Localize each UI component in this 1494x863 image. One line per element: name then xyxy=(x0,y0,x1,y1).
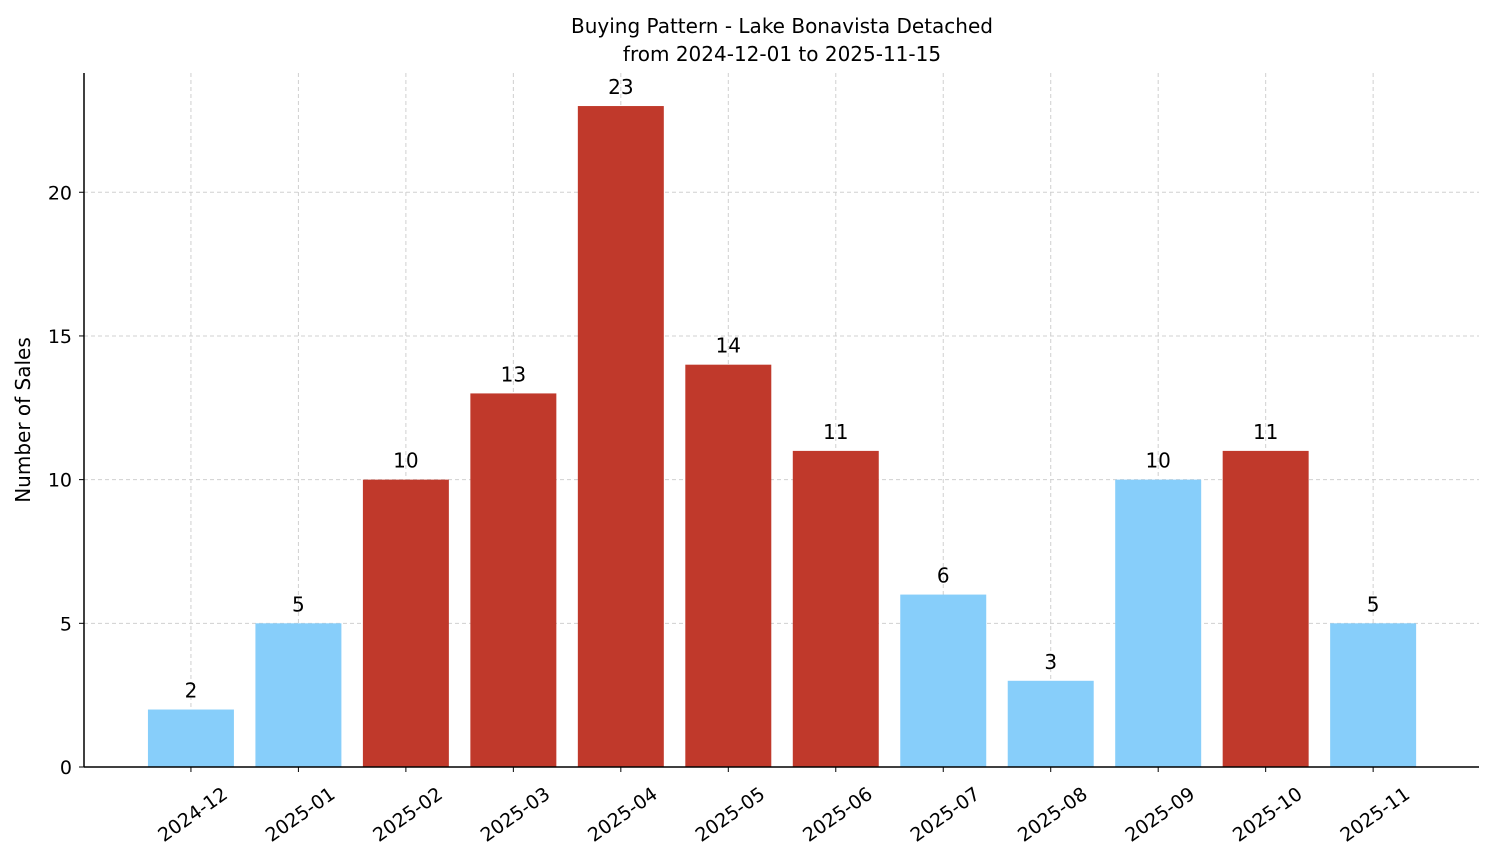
bar xyxy=(362,479,449,767)
x-tick-label: 2025-05 xyxy=(692,783,770,847)
bar xyxy=(255,623,342,767)
y-tick-label: 20 xyxy=(48,182,72,204)
x-tick-label: 2025-11 xyxy=(1336,783,1414,847)
bar xyxy=(900,594,987,767)
bar xyxy=(1222,450,1309,767)
value-label: 10 xyxy=(1145,449,1170,473)
x-tick-label: 2024-12 xyxy=(154,783,232,847)
x-tick-label: 2025-03 xyxy=(477,783,555,847)
x-tick-label: 2025-02 xyxy=(369,783,447,847)
value-label: 5 xyxy=(292,592,305,616)
y-tick-label: 5 xyxy=(60,613,72,635)
value-label: 14 xyxy=(716,334,741,358)
bar xyxy=(1330,623,1417,767)
value-label: 10 xyxy=(393,449,418,473)
value-label: 5 xyxy=(1367,592,1380,616)
value-label: 11 xyxy=(823,420,848,444)
x-tick-label: 2025-06 xyxy=(799,783,877,847)
x-tick-label: 2025-10 xyxy=(1229,783,1307,847)
bar xyxy=(1115,479,1202,767)
value-label: 6 xyxy=(937,564,950,588)
value-label: 13 xyxy=(501,362,526,386)
y-tick-label: 15 xyxy=(48,326,72,348)
x-tick-label: 2025-04 xyxy=(584,783,662,847)
y-tick-label: 10 xyxy=(48,470,72,492)
value-label: 2 xyxy=(185,679,198,703)
bar xyxy=(470,393,557,767)
value-label: 3 xyxy=(1044,650,1057,674)
bar xyxy=(577,106,664,768)
chart-title: Buying Pattern - Lake Bonavista Detached xyxy=(571,14,993,38)
y-axis-label: Number of Sales xyxy=(11,337,35,503)
bar xyxy=(1007,680,1094,767)
value-label: 23 xyxy=(608,75,633,99)
value-label: 11 xyxy=(1253,420,1278,444)
chart-subtitle: from 2024-12-01 to 2025-11-15 xyxy=(623,42,941,66)
x-tick-label: 2025-07 xyxy=(906,783,984,847)
x-tick-label: 2025-09 xyxy=(1121,783,1199,847)
bar xyxy=(147,709,234,767)
y-tick-label: 0 xyxy=(60,757,72,779)
x-tick-label: 2025-08 xyxy=(1014,783,1092,847)
x-tick-label: 2025-01 xyxy=(262,783,340,847)
bar xyxy=(792,450,879,767)
bar xyxy=(685,364,772,767)
